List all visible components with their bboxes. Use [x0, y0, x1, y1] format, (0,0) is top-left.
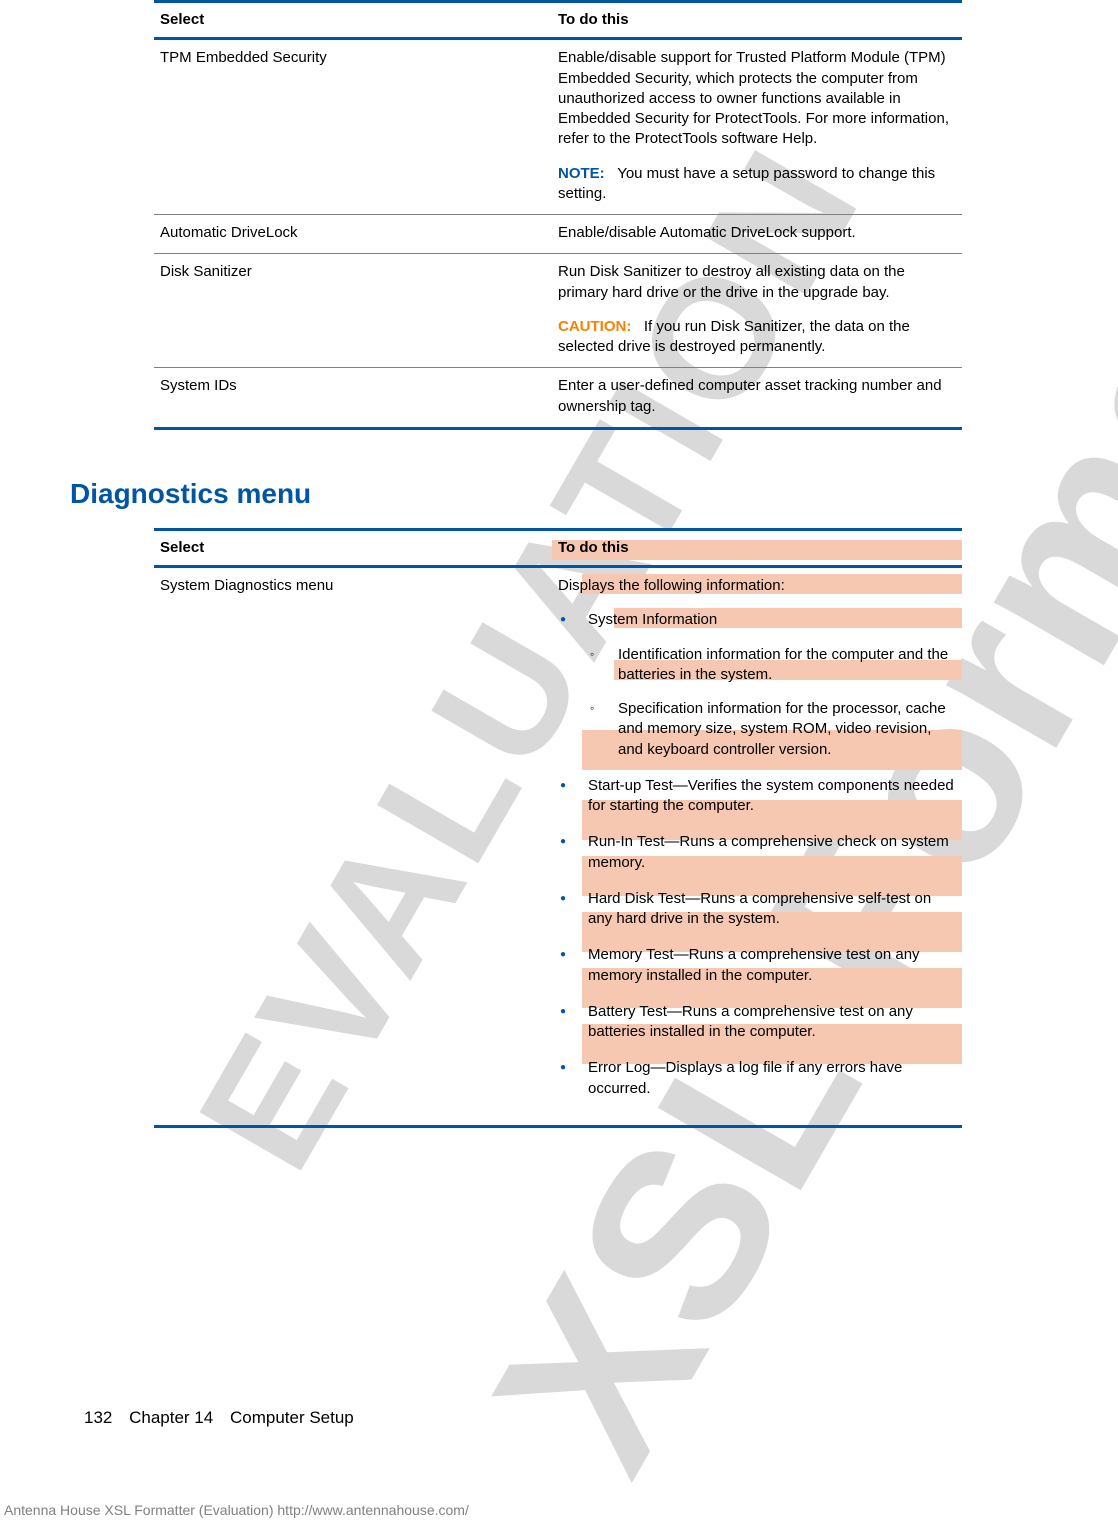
table-header-row: Select To do this	[154, 529, 962, 566]
section-heading-diagnostics: Diagnostics menu	[70, 478, 962, 510]
col-header-select: Select	[154, 529, 552, 566]
chapter-title: Computer Setup	[230, 1408, 354, 1427]
list-item: Start-up Test—Verifies the system compon…	[558, 776, 956, 817]
cell-text: Run Disk Sanitizer to destroy all existi…	[558, 262, 956, 303]
caution: CAUTION: If you run Disk Sanitizer, the …	[558, 317, 956, 358]
table-row: Disk Sanitizer Run Disk Sanitizer to des…	[154, 254, 962, 368]
intro-text: Displays the following information:	[558, 576, 956, 596]
note: NOTE: You must have a setup password to …	[558, 164, 956, 205]
page: XSL Formatter EVALUATION Select To do th…	[0, 0, 1118, 1527]
cell-todo: Enable/disable Automatic DriveLock suppo…	[552, 215, 962, 254]
sub-list: Identification information for the compu…	[588, 645, 956, 760]
cell-select: Disk Sanitizer	[154, 254, 552, 368]
cell-select: System IDs	[154, 368, 552, 429]
list-item: Run-In Test—Runs a comprehensive check o…	[558, 832, 956, 873]
note-label: NOTE:	[558, 165, 605, 182]
list-item: Battery Test—Runs a comprehensive test o…	[558, 1002, 956, 1043]
list-item: Hard Disk Test—Runs a comprehensive self…	[558, 889, 956, 930]
table-row: System Diagnostics menu Displays the fol…	[154, 567, 962, 1127]
list-item-text: System Information	[588, 611, 717, 628]
note-text: You must have a setup password to change…	[558, 165, 935, 202]
table-header-row: Select To do this	[154, 2, 962, 39]
list-item: System Information Identification inform…	[558, 610, 956, 760]
page-number: 132	[84, 1408, 112, 1427]
cell-todo: Run Disk Sanitizer to destroy all existi…	[552, 254, 962, 368]
page-footer: 132 Chapter 14 Computer Setup	[84, 1408, 354, 1428]
security-table: Select To do this TPM Embedded Security …	[154, 0, 962, 430]
col-header-todo: To do this	[552, 2, 962, 39]
diagnostics-list: System Information Identification inform…	[558, 610, 956, 1099]
table-row: TPM Embedded Security Enable/disable sup…	[154, 39, 962, 215]
list-item: Error Log—Displays a log file if any err…	[558, 1058, 956, 1099]
cell-select: System Diagnostics menu	[154, 567, 552, 1127]
cell-select: Automatic DriveLock	[154, 215, 552, 254]
chapter-label: Chapter 14	[129, 1408, 213, 1427]
cell-text: Enable/disable support for Trusted Platf…	[558, 48, 956, 149]
cell-select: TPM Embedded Security	[154, 39, 552, 215]
cell-todo: Enable/disable support for Trusted Platf…	[552, 39, 962, 215]
table-row: System IDs Enter a user-defined computer…	[154, 368, 962, 429]
cell-todo: Enter a user-defined computer asset trac…	[552, 368, 962, 429]
diagnostics-table: Select To do this System Diagnostics men…	[154, 528, 962, 1128]
cell-todo: Displays the following information: Syst…	[552, 567, 962, 1127]
col-header-todo: To do this	[552, 529, 962, 566]
caution-label: CAUTION:	[558, 318, 631, 335]
table-row: Automatic DriveLock Enable/disable Autom…	[154, 215, 962, 254]
sub-list-item: Identification information for the compu…	[588, 645, 956, 686]
evaluation-footer: Antenna House XSL Formatter (Evaluation)…	[4, 1502, 469, 1518]
sub-list-item: Specification information for the proces…	[588, 699, 956, 760]
list-item: Memory Test—Runs a comprehensive test on…	[558, 945, 956, 986]
content-area: Select To do this TPM Embedded Security …	[154, 0, 962, 1128]
col-header-select: Select	[154, 2, 552, 39]
